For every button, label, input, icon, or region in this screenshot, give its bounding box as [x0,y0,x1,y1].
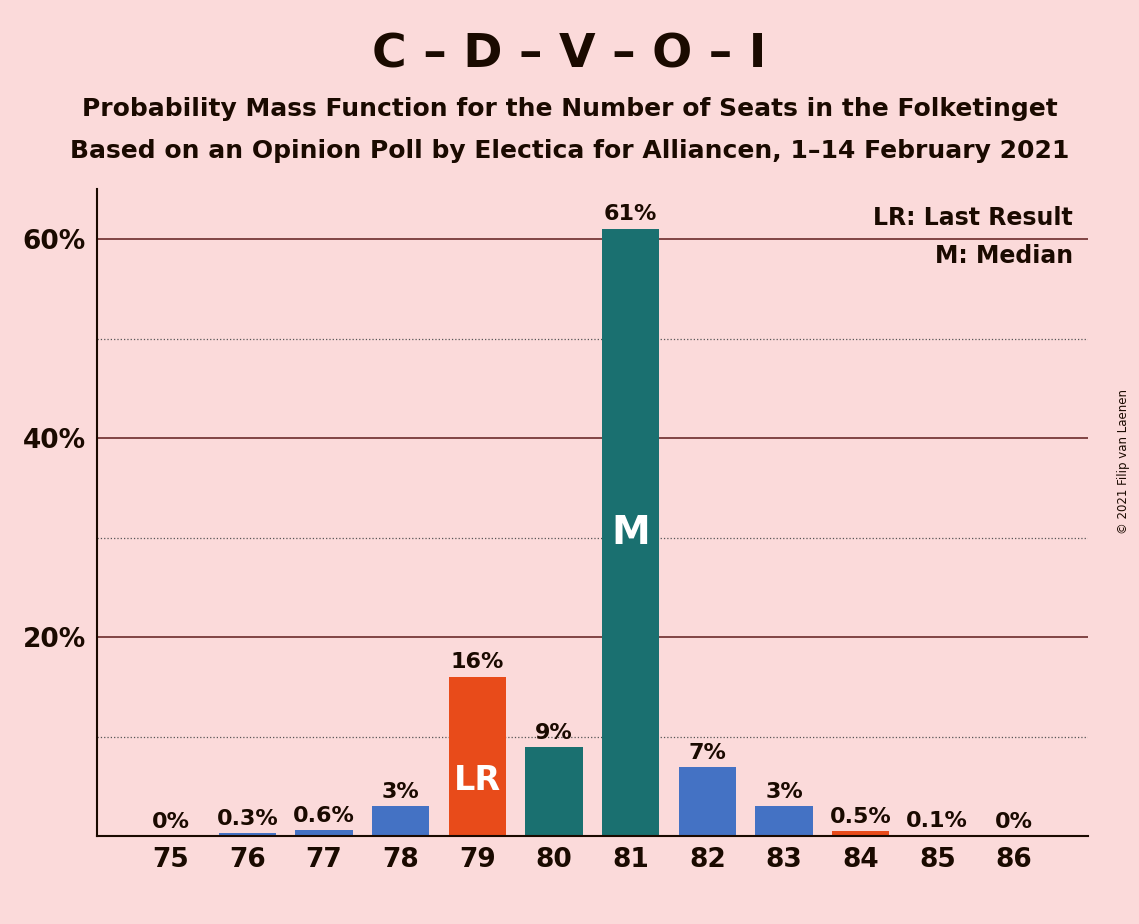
Text: 0.1%: 0.1% [907,811,968,832]
Text: © 2021 Filip van Laenen: © 2021 Filip van Laenen [1117,390,1130,534]
Bar [219,833,276,836]
Text: Based on an Opinion Poll by Electica for Alliancen, 1–14 February 2021: Based on an Opinion Poll by Electica for… [69,139,1070,163]
Text: C – D – V – O – I: C – D – V – O – I [372,32,767,78]
Text: 7%: 7% [688,743,727,762]
Text: Probability Mass Function for the Number of Seats in the Folketinget: Probability Mass Function for the Number… [82,97,1057,121]
Bar [371,807,429,836]
Bar [525,747,583,836]
Text: 16%: 16% [451,652,503,672]
Bar [295,831,353,836]
Bar [679,767,736,836]
Text: 61%: 61% [604,204,657,225]
Text: 0.5%: 0.5% [829,808,892,827]
Text: 9%: 9% [535,723,573,743]
Text: LR: Last Result: LR: Last Result [874,206,1073,229]
Bar [909,835,966,836]
Bar [601,229,659,836]
Text: 3%: 3% [382,783,419,802]
Text: LR: LR [453,764,501,797]
Bar [449,677,506,836]
Bar [831,832,890,836]
Text: 0.3%: 0.3% [216,809,278,829]
Text: M: Median: M: Median [935,244,1073,268]
Text: M: M [612,514,650,552]
Text: 3%: 3% [765,783,803,802]
Text: 0%: 0% [995,812,1033,833]
Text: 0.6%: 0.6% [293,807,355,826]
Bar [755,807,813,836]
Text: 0%: 0% [151,812,189,833]
